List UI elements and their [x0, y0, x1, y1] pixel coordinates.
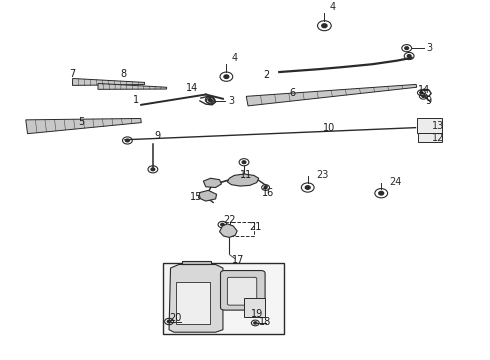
Text: 17: 17	[232, 255, 245, 265]
Text: 8: 8	[121, 69, 126, 79]
Circle shape	[242, 161, 246, 163]
Text: 22: 22	[223, 215, 236, 225]
FancyBboxPatch shape	[227, 277, 257, 305]
Polygon shape	[98, 84, 167, 89]
Text: 15: 15	[190, 193, 202, 202]
Circle shape	[322, 24, 327, 28]
Polygon shape	[73, 78, 145, 85]
Text: 5: 5	[78, 117, 84, 127]
Text: 1: 1	[133, 95, 139, 105]
Polygon shape	[169, 265, 223, 332]
Text: 18: 18	[259, 316, 270, 327]
Text: 11: 11	[240, 170, 252, 180]
Bar	[417, 118, 442, 132]
Text: 20: 20	[169, 313, 182, 323]
Circle shape	[254, 322, 257, 324]
Bar	[176, 282, 210, 324]
Text: 16: 16	[263, 188, 274, 198]
Circle shape	[305, 186, 310, 189]
Circle shape	[224, 75, 229, 78]
Polygon shape	[246, 84, 416, 106]
Text: 7: 7	[70, 69, 75, 79]
Text: 3: 3	[228, 95, 234, 105]
Text: 2: 2	[264, 70, 270, 80]
Text: 12: 12	[432, 133, 444, 143]
Circle shape	[420, 92, 423, 94]
Circle shape	[151, 168, 155, 171]
Text: 14: 14	[417, 85, 430, 95]
Circle shape	[405, 47, 409, 50]
Text: 4: 4	[329, 2, 336, 12]
Bar	[418, 133, 442, 142]
Polygon shape	[198, 190, 217, 201]
Text: 13: 13	[432, 121, 444, 131]
Polygon shape	[227, 174, 259, 186]
Text: 19: 19	[251, 309, 263, 319]
Circle shape	[379, 192, 384, 195]
Text: 3: 3	[426, 43, 433, 53]
Circle shape	[407, 55, 411, 57]
Circle shape	[422, 95, 425, 97]
Text: 4: 4	[231, 54, 237, 63]
Bar	[163, 263, 284, 334]
Text: 9: 9	[155, 131, 161, 141]
Polygon shape	[182, 261, 211, 264]
Circle shape	[168, 320, 171, 323]
Text: 10: 10	[323, 123, 336, 132]
Text: 21: 21	[249, 222, 262, 233]
Circle shape	[221, 223, 224, 226]
Circle shape	[209, 99, 212, 102]
Text: 14: 14	[186, 84, 199, 94]
Circle shape	[208, 99, 211, 101]
Bar	[244, 298, 265, 317]
Text: 23: 23	[316, 170, 328, 180]
Text: 9: 9	[426, 95, 432, 105]
Polygon shape	[26, 118, 141, 134]
Polygon shape	[220, 224, 237, 237]
Text: 6: 6	[289, 89, 295, 98]
Circle shape	[264, 186, 267, 189]
Bar	[230, 222, 254, 236]
Text: 24: 24	[390, 177, 402, 187]
Circle shape	[125, 139, 129, 142]
Polygon shape	[203, 178, 221, 188]
FancyBboxPatch shape	[220, 271, 265, 310]
